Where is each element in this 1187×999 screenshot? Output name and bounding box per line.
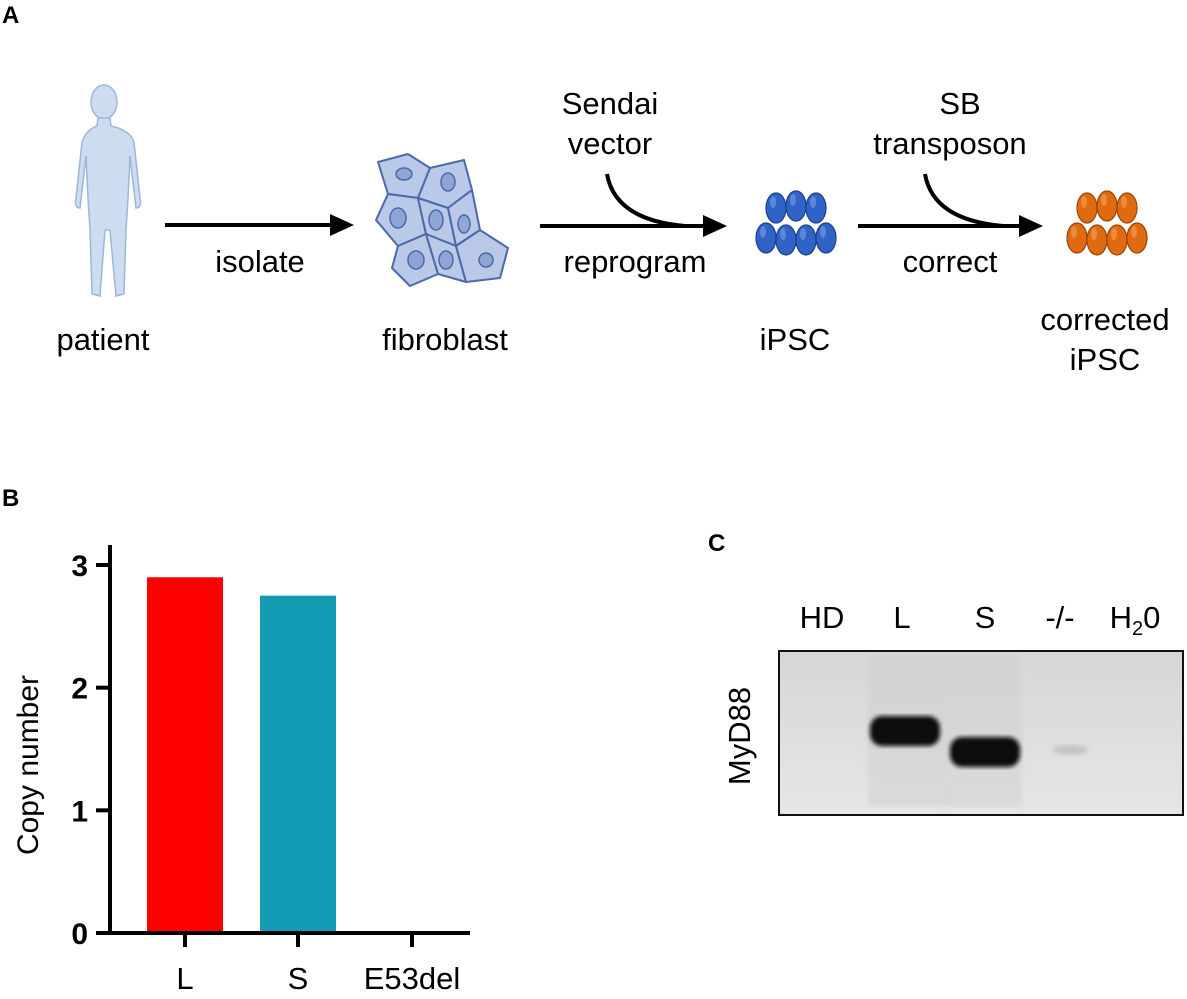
lane-label-hd: HD bbox=[799, 600, 845, 635]
step-above-sb: SB bbox=[939, 86, 981, 121]
bar-L bbox=[147, 577, 223, 931]
y-axis-label: Copy number bbox=[12, 675, 45, 855]
arrow-isolate bbox=[165, 214, 354, 236]
chart-ticks: 0 1 2 3 L S E53del bbox=[71, 550, 460, 996]
lane-label-knockout: -/- bbox=[1045, 600, 1075, 635]
step-above-sendai: Sendai bbox=[561, 86, 659, 121]
gel-image bbox=[778, 650, 1184, 816]
human-figure-icon bbox=[74, 84, 142, 297]
step-label-reprogram: reprogram bbox=[563, 244, 707, 279]
stage-label-corrected: corrected bbox=[1040, 302, 1170, 337]
lane-label-water: H20 bbox=[1109, 600, 1161, 641]
lane-label-s: S bbox=[974, 600, 996, 635]
step-above-vector: vector bbox=[567, 126, 653, 161]
panel-b-letter: B bbox=[2, 485, 20, 512]
stage-label-ipsc: iPSC bbox=[759, 322, 831, 357]
step-above-transposon: transposon bbox=[873, 126, 1027, 161]
lane-label-l: L bbox=[893, 600, 911, 635]
chart-axes bbox=[108, 545, 470, 935]
bar-S bbox=[260, 595, 336, 931]
stage-label-patient: patient bbox=[56, 322, 150, 357]
fibroblast-cells-icon bbox=[375, 153, 509, 287]
corrected-ipsc-colony-icon bbox=[1066, 190, 1148, 256]
x-tick-label-S: S bbox=[288, 961, 309, 996]
band-s bbox=[950, 737, 1020, 767]
panel-a-letter: A bbox=[2, 2, 20, 29]
y-tick-label-3: 3 bbox=[71, 550, 88, 583]
y-tick-label-1: 1 bbox=[71, 795, 88, 828]
y-tick-label-0: 0 bbox=[71, 918, 88, 951]
step-label-correct: correct bbox=[902, 244, 998, 279]
chart-bars bbox=[147, 577, 336, 931]
stage-label-corrected-ipsc: iPSC bbox=[1069, 342, 1141, 377]
ipsc-colony-icon bbox=[755, 190, 837, 256]
step-label-isolate: isolate bbox=[215, 244, 305, 279]
panel-c-letter: C bbox=[708, 530, 726, 557]
arrow-reprogram bbox=[540, 173, 727, 237]
gel-target-label: MyD88 bbox=[722, 686, 757, 786]
copy-number-bar-chart: 0 1 2 3 L S E53del Copy number bbox=[12, 545, 470, 996]
arrow-correct bbox=[858, 173, 1043, 237]
y-tick-label-2: 2 bbox=[71, 673, 88, 706]
band-l bbox=[870, 716, 940, 746]
x-tick-label-E53del: E53del bbox=[364, 961, 461, 996]
x-tick-label-L: L bbox=[176, 961, 193, 996]
stage-label-fibroblast: fibroblast bbox=[382, 322, 508, 357]
band-faint-knockout bbox=[1052, 745, 1088, 755]
